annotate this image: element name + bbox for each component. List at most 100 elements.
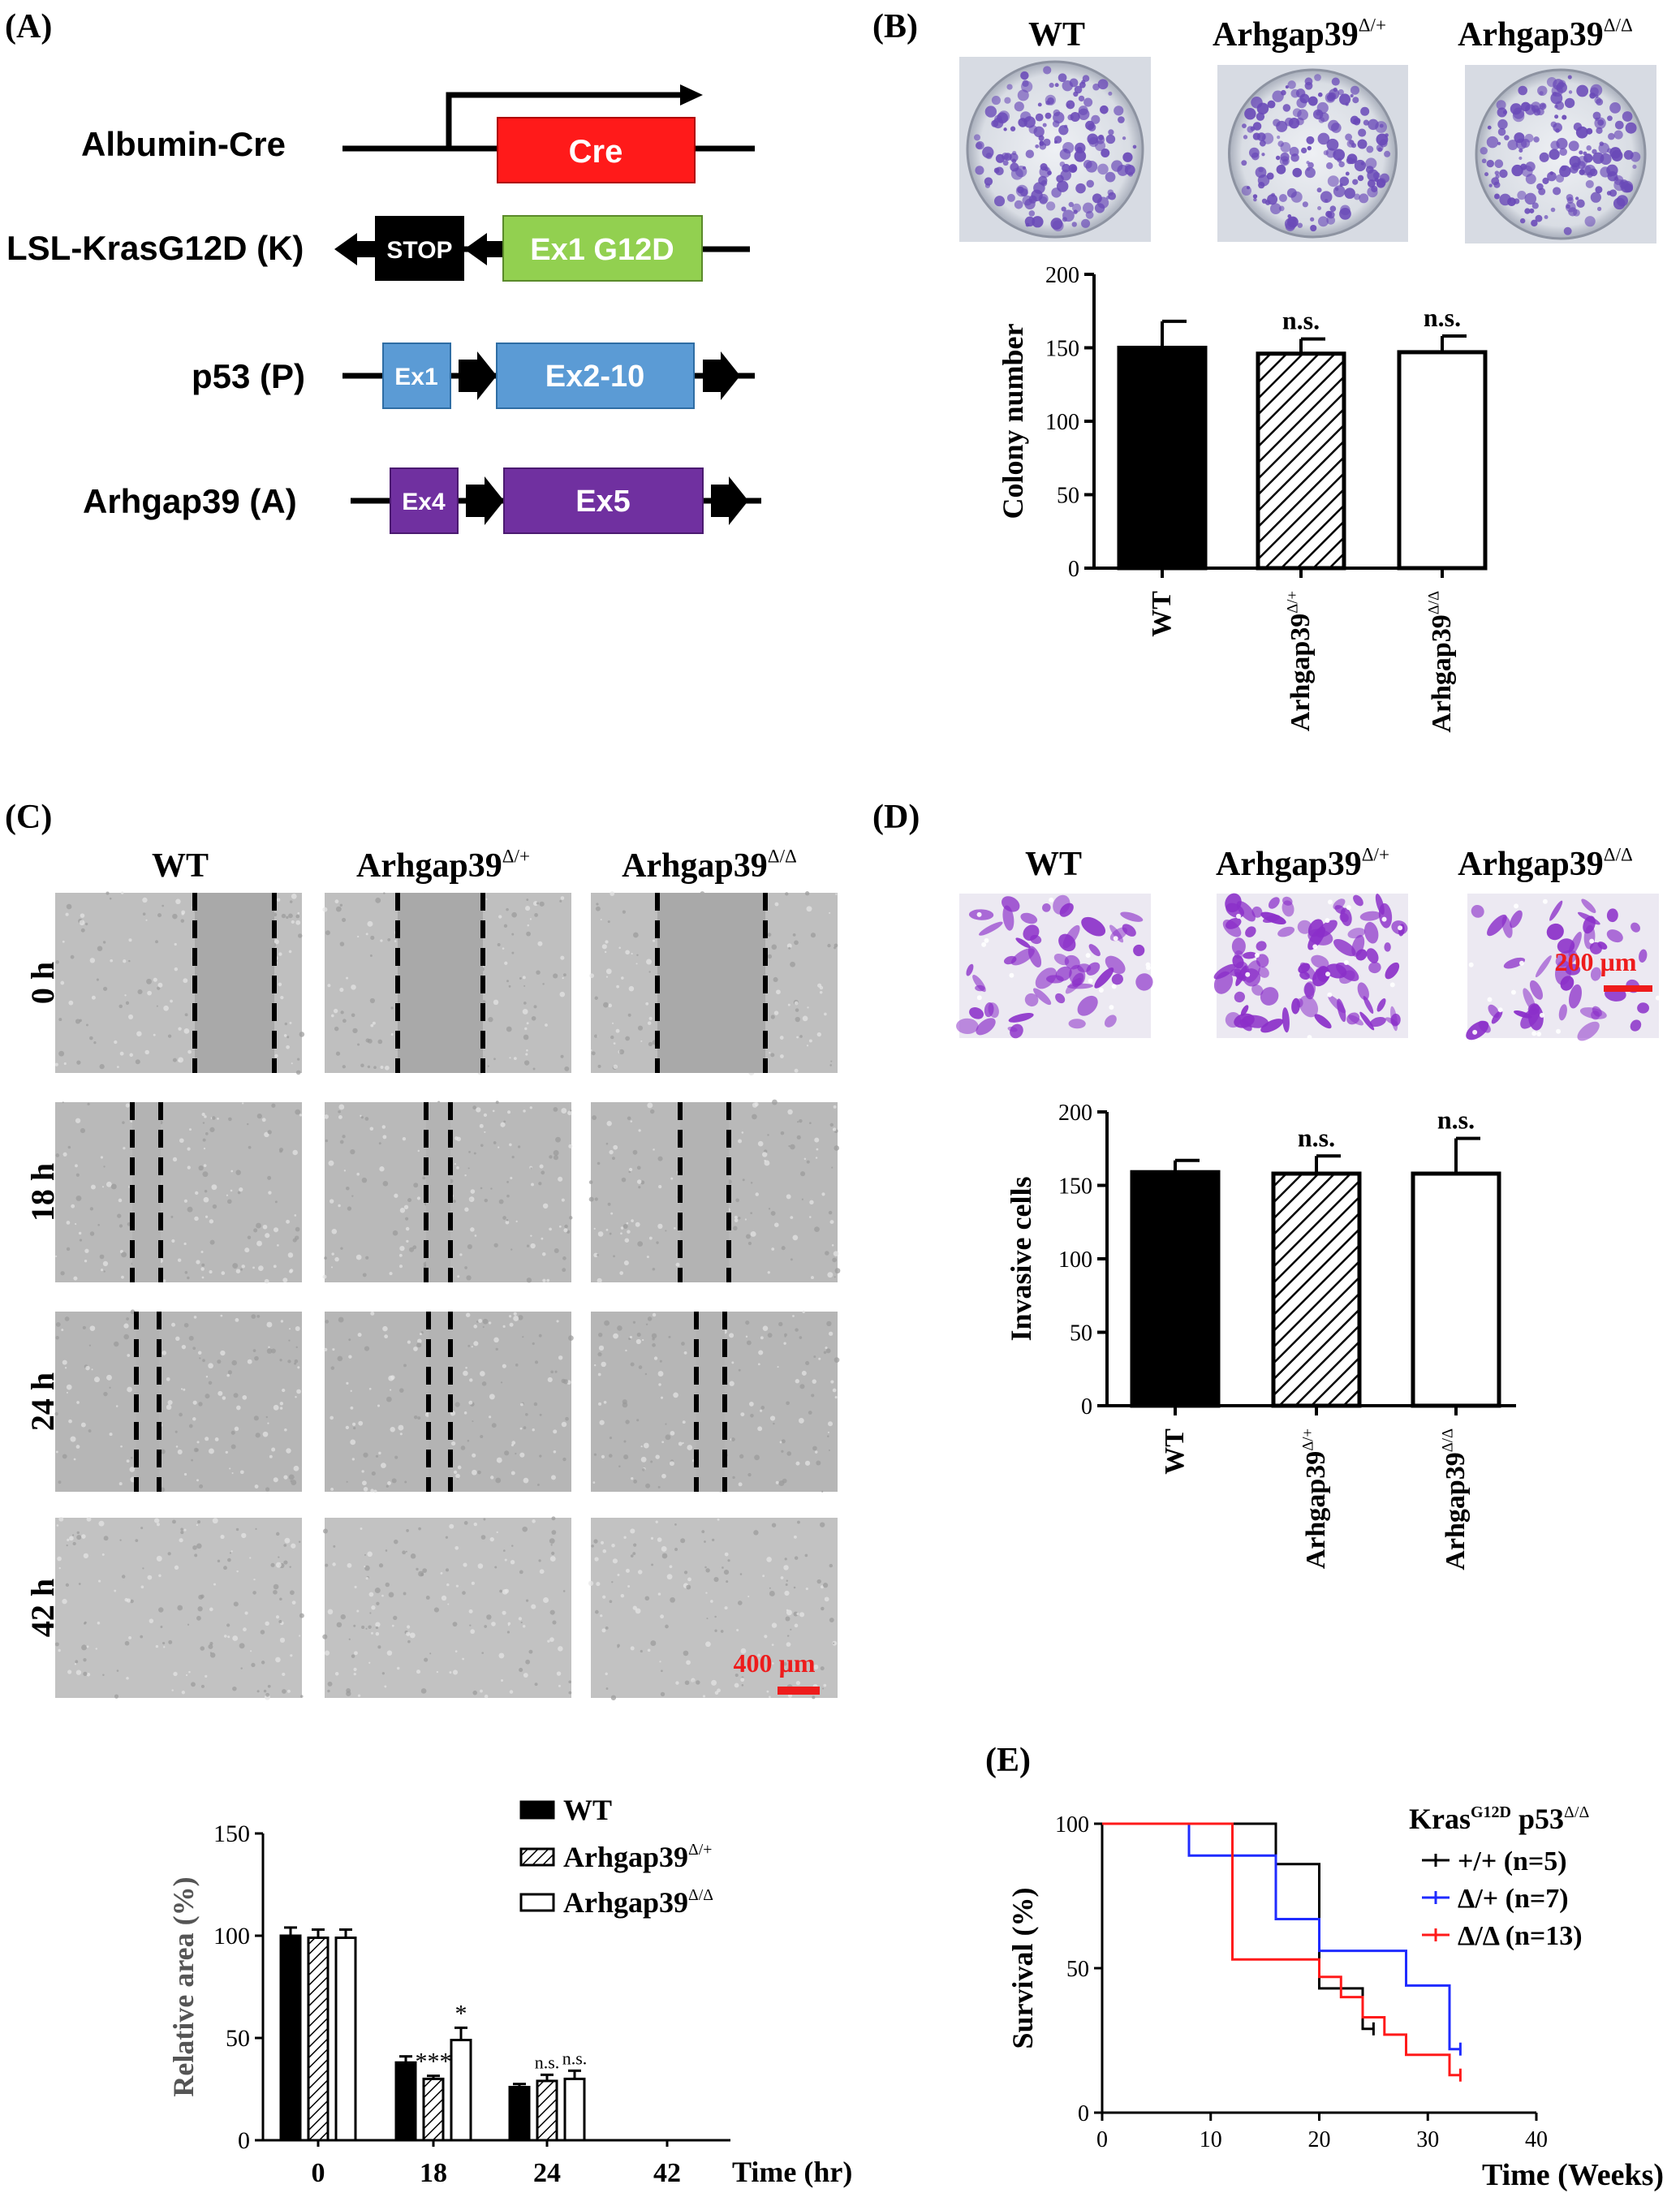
cell-speckle [351, 1654, 355, 1658]
cell-speckle [287, 1252, 294, 1258]
cell-speckle [632, 1321, 636, 1324]
wound-image [591, 1310, 840, 1493]
wound-column-title-1-base: Arhgap39 [356, 847, 502, 885]
cell-speckle [322, 907, 328, 912]
wound-image [324, 1311, 574, 1493]
cell-speckle [469, 1624, 472, 1626]
cell-speckle [66, 1221, 71, 1225]
invading-cell [1369, 1016, 1386, 1028]
cell-speckle [348, 1355, 352, 1359]
colony [1329, 205, 1337, 212]
membrane-pore [1343, 960, 1349, 966]
colony [1606, 191, 1612, 196]
invading-cell [1033, 988, 1052, 1006]
cell-speckle [562, 1590, 566, 1592]
colony [1132, 144, 1137, 149]
cell-speckle [832, 1127, 837, 1131]
invading-cell [1363, 996, 1374, 1014]
colony [1554, 105, 1558, 109]
cell-speckle [457, 1465, 462, 1470]
invading-cell [1231, 937, 1246, 955]
cell-speckle [779, 1036, 784, 1040]
cell-speckle [135, 1539, 139, 1542]
colony [1590, 87, 1599, 97]
membrane-pore [1111, 984, 1117, 989]
cell-speckle [661, 1441, 665, 1444]
cell-speckle [824, 1596, 829, 1602]
cell-speckle [223, 1566, 227, 1570]
cell-speckle [525, 1659, 531, 1665]
cell-speckle [523, 1673, 528, 1678]
cell-speckle [562, 973, 566, 977]
membrane-pore [1109, 1005, 1114, 1010]
cell-speckle [398, 1388, 404, 1393]
membrane-pore [1589, 938, 1595, 944]
cell-speckle [89, 1207, 94, 1211]
cell-speckle [299, 1032, 305, 1037]
cell-speckle [493, 1243, 498, 1247]
cell-speckle [463, 1521, 468, 1525]
membrane-pore [1312, 944, 1318, 950]
colony [1566, 204, 1570, 209]
cell-speckle [66, 1384, 72, 1390]
construct-label-albumin-cre: Albumin-Cre [81, 125, 286, 163]
plate-title-2-base: Arhgap39 [1458, 16, 1604, 54]
colony [1066, 103, 1070, 108]
cell-speckle [389, 1272, 393, 1276]
cell-speckle [551, 1551, 555, 1555]
cell-speckle [498, 915, 502, 919]
colony [1507, 140, 1518, 151]
wound-row-label: 0 h [24, 962, 61, 1004]
invading-cell [1002, 896, 1020, 912]
cell-speckle [775, 1480, 779, 1484]
colony [1083, 160, 1092, 169]
p53-ex2-10-label: Ex2-10 [545, 360, 645, 394]
cell-speckle [467, 1167, 470, 1170]
colony [1616, 195, 1629, 207]
cell-speckle [493, 1141, 497, 1144]
cell-speckle [470, 1189, 476, 1194]
cell-speckle [558, 1646, 563, 1652]
colony [1050, 218, 1063, 231]
cell-speckle [454, 1650, 458, 1652]
cell-speckle [648, 1016, 653, 1020]
cell-speckle [88, 1429, 92, 1433]
cell-speckle [786, 943, 792, 949]
colony [1623, 149, 1634, 160]
cell-speckle [522, 1008, 528, 1015]
cell-speckle [202, 1138, 206, 1142]
cell-speckle [468, 1150, 471, 1153]
cell-speckle [467, 1243, 472, 1250]
cell-speckle [645, 1323, 648, 1325]
colony [1006, 193, 1015, 202]
invading-cell [1529, 980, 1544, 1000]
cell-speckle [55, 1255, 58, 1257]
invading-cell [1262, 915, 1281, 924]
cell-speckle [114, 1040, 118, 1045]
cell-speckle [613, 1144, 618, 1150]
cell-speckle [811, 1276, 814, 1280]
cell-speckle [402, 1550, 407, 1555]
cell-speckle [766, 1690, 769, 1693]
cell-speckle [334, 899, 339, 904]
cell-speckle [723, 1570, 730, 1575]
cell-speckle [473, 1325, 478, 1329]
colony [1554, 114, 1559, 119]
cell-speckle [510, 1443, 514, 1447]
cell-speckle [483, 1113, 488, 1117]
cell-speckle [792, 933, 796, 937]
colony [1576, 84, 1589, 97]
cell-speckle [706, 1618, 709, 1620]
bar [1271, 1171, 1362, 1408]
x-tick-label-base: WT [1147, 591, 1177, 637]
cell-speckle [801, 1198, 803, 1200]
cell-speckle [665, 1624, 669, 1629]
colony [1306, 167, 1311, 171]
cell-speckle [98, 1520, 105, 1527]
invading-cell [1133, 944, 1145, 957]
cell-speckle [267, 1130, 272, 1135]
plate-title-1: Arhgap39Δ/+ [1213, 14, 1386, 54]
cell-speckle [58, 1050, 65, 1057]
cell-speckle [673, 1392, 678, 1398]
colony [1524, 192, 1537, 205]
